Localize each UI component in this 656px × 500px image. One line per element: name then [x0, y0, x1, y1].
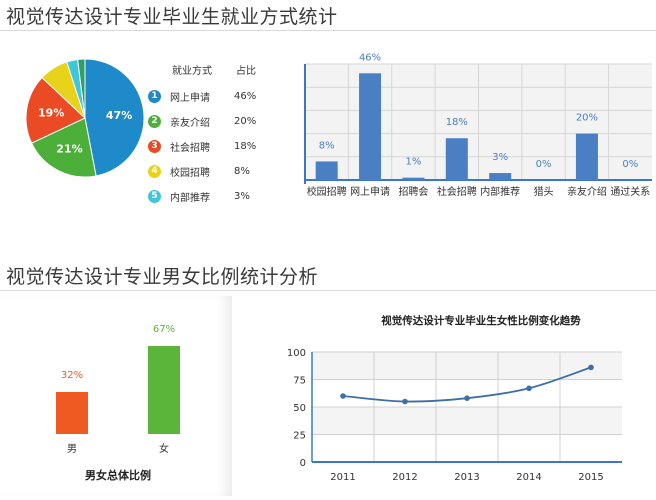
bar: [359, 73, 382, 180]
bar-value-label: 67%: [153, 324, 175, 335]
pie-slice-label: 47%: [106, 109, 132, 122]
plot-band: [312, 434, 622, 462]
y-tick-label: 75: [293, 376, 306, 387]
legend-value: 18%: [234, 140, 257, 152]
section-title-gender: 视觉传达设计专业男女比例统计分析: [6, 266, 319, 288]
legend-number-badge: 1: [148, 89, 161, 103]
y-tick-label: 50: [293, 403, 306, 414]
legend-label: 网上申请: [170, 92, 210, 104]
pie-slice-label: 19%: [38, 107, 64, 120]
plot-band: [312, 352, 622, 380]
bar-value-label: 18%: [446, 117, 468, 128]
legend-header-method: 就业方式: [172, 66, 212, 77]
legend-number-badge: 2: [148, 114, 161, 128]
x-tick-label: 社会招聘: [437, 185, 477, 198]
bar: [402, 177, 425, 180]
legend-label: 社会招聘: [170, 142, 210, 154]
legend-header-ratio: 占比: [236, 66, 256, 77]
pie-slice: [77, 58, 86, 119]
legend-value: 3%: [234, 190, 250, 202]
legend-item: 3 社会招聘 18%: [148, 136, 264, 156]
legend-label: 校园招聘: [170, 167, 210, 179]
data-point: [588, 364, 594, 371]
section-divider: [0, 30, 656, 31]
employment-bar-chart: 8% 校园招聘 46% 网上申请 1% 招聘会 18% 社会招聘 3% 内部推荐 0% 猎头 20% 亲友…: [304, 52, 652, 198]
bar: [445, 138, 468, 180]
x-tick-label: 2015: [578, 472, 603, 483]
data-point: [340, 393, 346, 399]
legend-item: 2 亲友介绍 20%: [148, 111, 264, 131]
legend-item: 1 网上申请 46%: [148, 86, 264, 106]
pie-slice-label: 21%: [56, 142, 82, 155]
plot-band: [312, 407, 622, 435]
bar-value-label: 32%: [61, 370, 83, 381]
legend-item: 4 校园招聘 8%: [148, 161, 264, 181]
bar: [148, 346, 180, 434]
bar: [56, 391, 88, 434]
plot-band: [312, 379, 622, 407]
x-tick-label: 女: [159, 442, 169, 455]
section-title-employment: 视觉传达设计专业毕业生就业方式统计: [6, 6, 338, 28]
legend-value: 46%: [234, 90, 257, 102]
bar-value-label: 0%: [536, 159, 552, 170]
legend-label: 亲友介绍: [170, 117, 210, 129]
x-tick-label: 校园招聘: [307, 185, 347, 198]
bar-value-label: 1%: [406, 157, 422, 168]
pie-slice: [84, 58, 145, 177]
pie-chart: 47% 21% 19%: [25, 58, 145, 178]
x-tick-label: 内部推荐: [480, 185, 520, 198]
bar-value-label: 3%: [492, 152, 508, 163]
x-tick-label: 男: [67, 443, 77, 455]
data-point: [526, 385, 532, 392]
y-tick-label: 100: [287, 348, 306, 359]
chart-title: 视觉传达设计专业毕业生女性比例变化趋势: [381, 314, 581, 327]
bar-value-label: 8%: [319, 140, 335, 151]
x-tick-label: 2011: [330, 472, 355, 483]
x-tick-label: 2013: [454, 472, 479, 483]
bar-value-label: 20%: [576, 113, 598, 124]
data-point: [402, 398, 408, 405]
x-tick-label: 网上申请: [350, 185, 390, 198]
bar-value-label: 46%: [359, 52, 381, 63]
legend-value: 20%: [234, 115, 257, 127]
chart-title: 男女总体比例: [85, 468, 151, 482]
legend-number-badge: 5: [148, 189, 161, 203]
legend-header: 就业方式 占比: [172, 62, 292, 77]
pie-slice: [30, 117, 97, 178]
x-tick-label: 招聘会: [398, 185, 428, 198]
legend-value: 8%: [234, 165, 250, 177]
female-trend-line-chart: 视觉传达设计专业毕业生女性比例变化趋势 0 25 50 75 100 2011 2012 201…: [287, 314, 622, 483]
x-tick-label: 猎头: [534, 185, 554, 198]
gender-panel: [0, 296, 232, 496]
data-point: [464, 395, 470, 401]
bar: [489, 173, 512, 180]
pie-slice: [25, 76, 86, 144]
bar-value-label: 0%: [622, 159, 638, 170]
bar: [575, 133, 598, 180]
x-tick-label: 亲友介绍: [567, 185, 607, 198]
legend-label: 内部推荐: [170, 192, 210, 204]
x-tick-label: 通过关系: [610, 185, 650, 198]
legend-number-badge: 4: [148, 164, 161, 178]
x-tick-label: 2012: [392, 472, 417, 483]
section-divider: [0, 290, 656, 291]
legend-item: 5 内部推荐 3%: [148, 186, 264, 206]
y-tick-label: 25: [293, 431, 306, 442]
x-tick-label: 2014: [516, 472, 541, 483]
y-tick-label: 0: [300, 458, 306, 469]
bar: [315, 161, 338, 180]
legend-number-badge: 3: [148, 139, 161, 153]
